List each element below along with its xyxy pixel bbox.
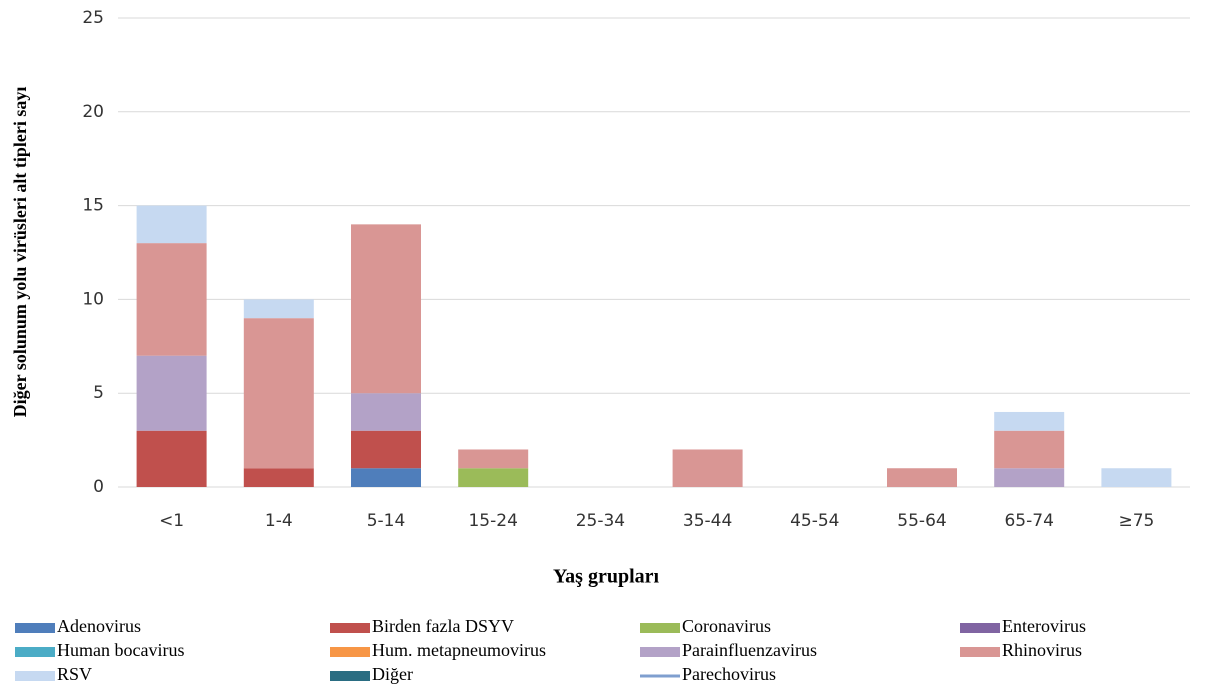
x-tick-label: <1 [159, 511, 184, 531]
bar-segment [994, 430, 1065, 469]
legend-swatch [960, 623, 1000, 633]
y-tick-label: 0 [93, 477, 104, 497]
y-tick-label: 10 [82, 289, 104, 309]
legend-label: Parainfluenzavirus [682, 640, 817, 660]
bar-segment [243, 299, 314, 319]
bar-segment [458, 449, 529, 469]
legend-label: Diğer [372, 664, 413, 684]
x-tick-label: 45-54 [790, 511, 839, 531]
legend-label: Enterovirus [1002, 616, 1086, 636]
bar-segment [672, 449, 743, 487]
x-tick-label: 25-34 [576, 511, 625, 531]
x-axis-title: Yaş grupları [553, 566, 660, 588]
bar-segment [458, 468, 529, 487]
y-axis-title: Diğer solunum yolu virüsleri alt tipleri… [10, 87, 30, 418]
legend-label: Hum. metapneumovirus [372, 640, 546, 660]
legend-swatch [330, 671, 370, 681]
legend-label: Coronavirus [682, 616, 771, 636]
legend-label: Adenovirus [57, 616, 141, 636]
x-tick-label: 15-24 [468, 511, 517, 531]
legend-swatch [15, 647, 55, 657]
x-tick-label: 55-64 [897, 511, 946, 531]
legend-label: Parechovirus [682, 664, 776, 684]
x-tick-label: 35-44 [683, 511, 732, 531]
bar-segment [136, 430, 207, 487]
legend-swatch [330, 647, 370, 657]
legend-swatch [640, 647, 680, 657]
legend-swatch [960, 647, 1000, 657]
bar-segment [994, 468, 1065, 487]
bar-segment [351, 393, 421, 431]
x-tick-label: 1-4 [265, 511, 293, 531]
legend-swatch [330, 623, 370, 633]
y-tick-label: 5 [93, 383, 104, 403]
y-tick-label: 15 [82, 196, 104, 216]
bar-segment [994, 411, 1065, 431]
bar-segment [1101, 468, 1172, 487]
x-tick-label: 5-14 [367, 511, 406, 531]
bar-segment [136, 355, 207, 431]
bar-segment [351, 468, 421, 487]
legend-label: RSV [57, 664, 92, 684]
bar-segment [351, 224, 421, 394]
legend-swatch [640, 623, 680, 633]
legend-label: Birden fazla DSYV [372, 616, 514, 636]
y-tick-label: 25 [82, 8, 104, 28]
legend-swatch [15, 671, 55, 681]
legend-label: Human bocavirus [57, 640, 184, 660]
bar-segment [136, 205, 207, 244]
bar-segment [243, 318, 314, 469]
x-tick-label: 65-74 [1004, 511, 1053, 531]
bar-segment [136, 243, 207, 356]
legend-label: Rhinovirus [1002, 640, 1082, 660]
legend-swatch [15, 623, 55, 633]
bar-segment [243, 468, 314, 487]
bar-segment [351, 430, 421, 469]
bar-segment [887, 468, 957, 487]
y-tick-label: 20 [82, 102, 104, 122]
x-tick-label: ≥75 [1118, 511, 1154, 531]
